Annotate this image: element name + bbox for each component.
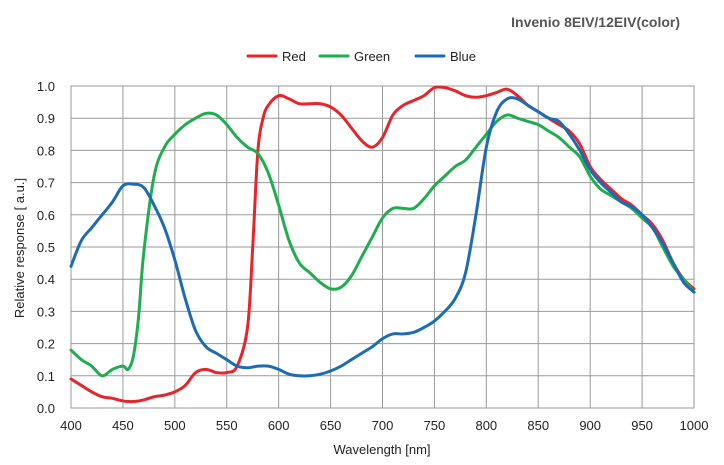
series-line-red xyxy=(69,85,696,404)
x-axis-label: Wavelength [nm] xyxy=(333,442,430,457)
y-tick-label: 0.8 xyxy=(37,143,55,158)
x-tick-label: 700 xyxy=(372,418,394,433)
x-tick-label: 550 xyxy=(216,418,238,433)
y-tick-label: 0.7 xyxy=(37,176,55,191)
y-tick-label: 0.1 xyxy=(37,369,55,384)
y-tick-label: 0.0 xyxy=(37,401,55,416)
legend-item-red: Red xyxy=(246,49,306,64)
legend-item-blue: Blue xyxy=(414,49,476,64)
y-tick-label: 0.5 xyxy=(37,240,55,255)
y-tick-label: 0.3 xyxy=(37,304,55,319)
x-tick-label: 600 xyxy=(268,418,290,433)
y-tick-label: 0.9 xyxy=(37,111,55,126)
x-tick-label: 750 xyxy=(424,418,446,433)
x-tick-label: 500 xyxy=(164,418,186,433)
y-tick-label: 0.2 xyxy=(37,337,55,352)
x-tick-label: 650 xyxy=(320,418,342,433)
legend-label: Blue xyxy=(450,49,476,64)
x-tick-label: 900 xyxy=(579,418,601,433)
series-line-blue xyxy=(69,96,696,378)
y-axis-label: Relative response [ a.u.] xyxy=(12,178,27,318)
series-lines xyxy=(69,85,696,404)
legend-label: Green xyxy=(354,49,390,64)
y-tick-label: 1.0 xyxy=(37,79,55,94)
x-tick-label: 400 xyxy=(60,418,82,433)
legend-item-green: Green xyxy=(318,49,390,64)
x-tick-label: 1000 xyxy=(680,418,709,433)
x-tick-label: 450 xyxy=(112,418,134,433)
tick-labels: 400 450 500 550 600 650 700 750 800 850 900 950 1000… xyxy=(37,79,709,433)
series-line-green xyxy=(69,111,696,378)
legend-label: Red xyxy=(282,49,306,64)
y-tick-label: 0.4 xyxy=(37,272,55,287)
grid xyxy=(70,85,695,409)
x-tick-label: 800 xyxy=(475,418,497,433)
x-tick-label: 950 xyxy=(631,418,653,433)
plot-area-border xyxy=(70,85,695,409)
y-tick-label: 0.6 xyxy=(37,208,55,223)
chart-title: Invenio 8EIV/12EIV(color) xyxy=(511,14,680,30)
legend: Red Green Blue xyxy=(246,49,476,64)
x-tick-label: 850 xyxy=(527,418,549,433)
